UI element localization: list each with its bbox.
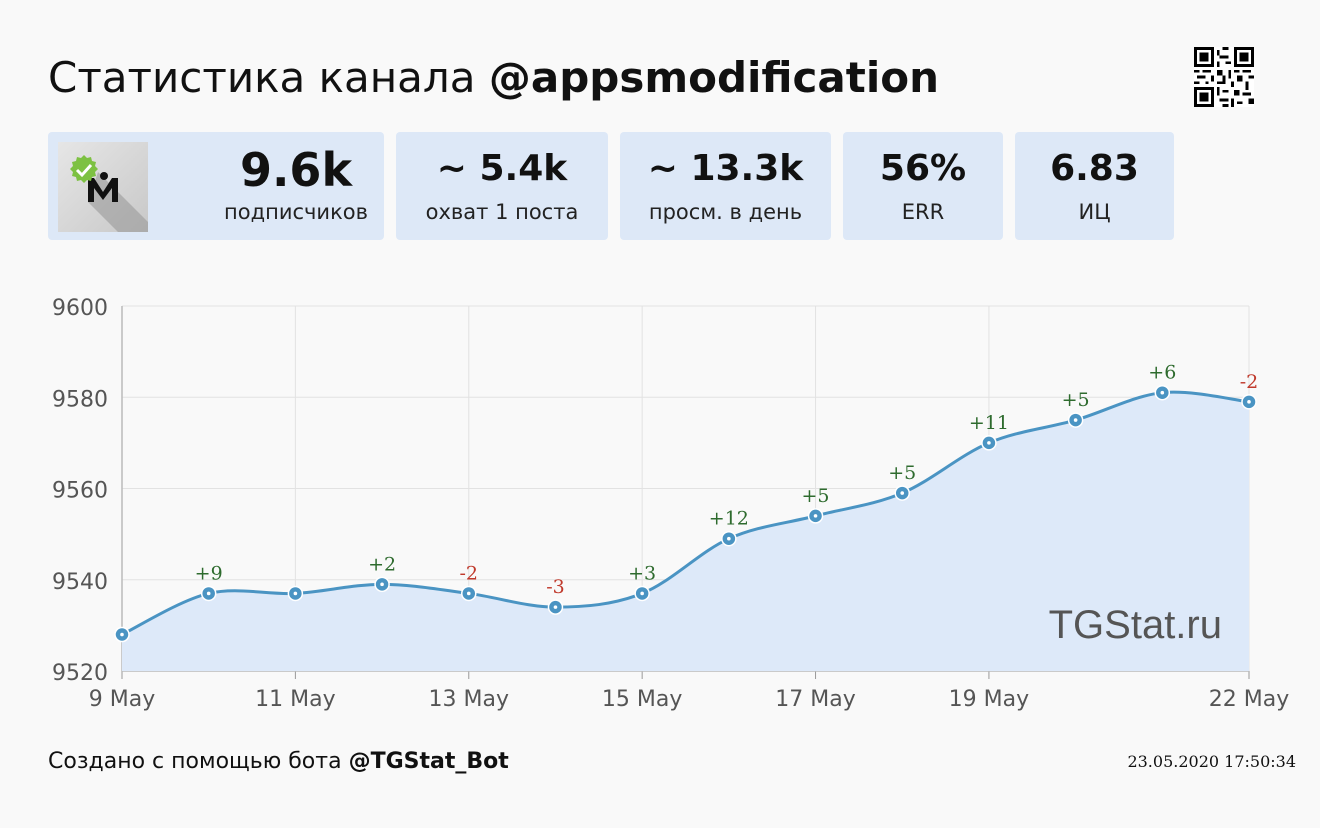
daily-views-card: ~ 13.3k просм. в день	[620, 132, 831, 240]
data-point-center	[813, 514, 818, 518]
data-point-center	[987, 441, 991, 445]
data-label: +12	[709, 508, 749, 530]
data-point-center	[727, 536, 731, 541]
data-label: +6	[1148, 362, 1176, 384]
subscribers-value: 9.6k	[239, 143, 353, 197]
reach-card: ~ 5.4k охват 1 поста	[396, 132, 608, 240]
data-point-center	[1160, 390, 1165, 395]
daily-views-value: ~ 13.3k	[647, 148, 804, 189]
daily-views-label: просм. в день	[648, 200, 803, 224]
x-tick-label: 15 May	[602, 687, 682, 712]
series-line	[121, 390, 1250, 636]
channel-name: @appsmodification	[488, 53, 940, 102]
data-label: +5	[1062, 389, 1090, 411]
x-tick-label: 11 May	[255, 687, 335, 712]
data-point-center	[466, 591, 471, 596]
data-label: +3	[628, 562, 656, 584]
watermark: TGStat.ru	[1049, 603, 1222, 647]
footer-prefix: Создано с помощью бота	[48, 749, 342, 774]
y-tick-label: 9540	[52, 570, 108, 595]
x-tick-label: 19 May	[949, 687, 1029, 712]
data-label: +5	[888, 462, 916, 484]
area-fill	[122, 392, 1249, 671]
y-tick-label: 9560	[52, 479, 108, 504]
x-tick-label: 17 May	[775, 687, 855, 712]
err-card: 56% ERR	[843, 132, 1003, 240]
data-point-center	[380, 582, 384, 587]
citation-index-label: ИЦ	[1078, 200, 1111, 224]
x-tick-label: 13 May	[429, 687, 509, 712]
data-label: -2	[460, 562, 479, 584]
x-tick-label: 22 May	[1209, 687, 1289, 712]
citation-index-value: 6.83	[1050, 148, 1139, 189]
data-label: -3	[546, 576, 565, 598]
err-label: ERR	[901, 200, 945, 224]
page-title: Статистика канала @appsmodification	[48, 50, 939, 106]
data-label: +5	[802, 485, 830, 507]
data-point-center	[206, 591, 211, 596]
bot-link[interactable]: @TGStat_Bot	[348, 749, 509, 774]
data-point-center	[1073, 418, 1078, 422]
data-point-center	[120, 632, 124, 637]
y-tick-label: 9600	[52, 296, 108, 321]
qr-code-icon	[1194, 47, 1254, 107]
citation-index-card: 6.83 ИЦ	[1015, 132, 1174, 240]
data-label: +11	[969, 412, 1009, 434]
data-point-center	[1247, 400, 1251, 404]
x-tick-label: 9 May	[89, 687, 155, 712]
data-point-center	[553, 605, 558, 609]
data-point-center	[640, 591, 644, 596]
reach-value: ~ 5.4k	[436, 148, 568, 189]
data-label: +9	[195, 562, 223, 584]
reach-label: охват 1 поста	[425, 200, 579, 224]
subscribers-label: подписчиков	[224, 200, 368, 224]
data-label: -2	[1240, 371, 1259, 393]
y-tick-label: 9580	[52, 387, 108, 412]
data-point-center	[293, 591, 298, 596]
channel-avatar	[58, 142, 148, 232]
subscribers-chart: 9520 9540 9560 9580 9600 9 May 11 May 13 May 15 …	[52, 296, 1289, 712]
title-prefix: Статистика канала	[48, 53, 476, 102]
y-tick-label: 9520	[52, 661, 108, 686]
data-point-center	[900, 491, 905, 495]
footer-credit: Создано с помощью бота @TGStat_Bot	[48, 747, 509, 777]
data-label: +2	[368, 553, 396, 575]
generated-timestamp: 23.05.2020 17:50:34	[1127, 752, 1296, 771]
channel-logo-icon	[70, 155, 148, 232]
err-value: 56%	[879, 148, 967, 189]
